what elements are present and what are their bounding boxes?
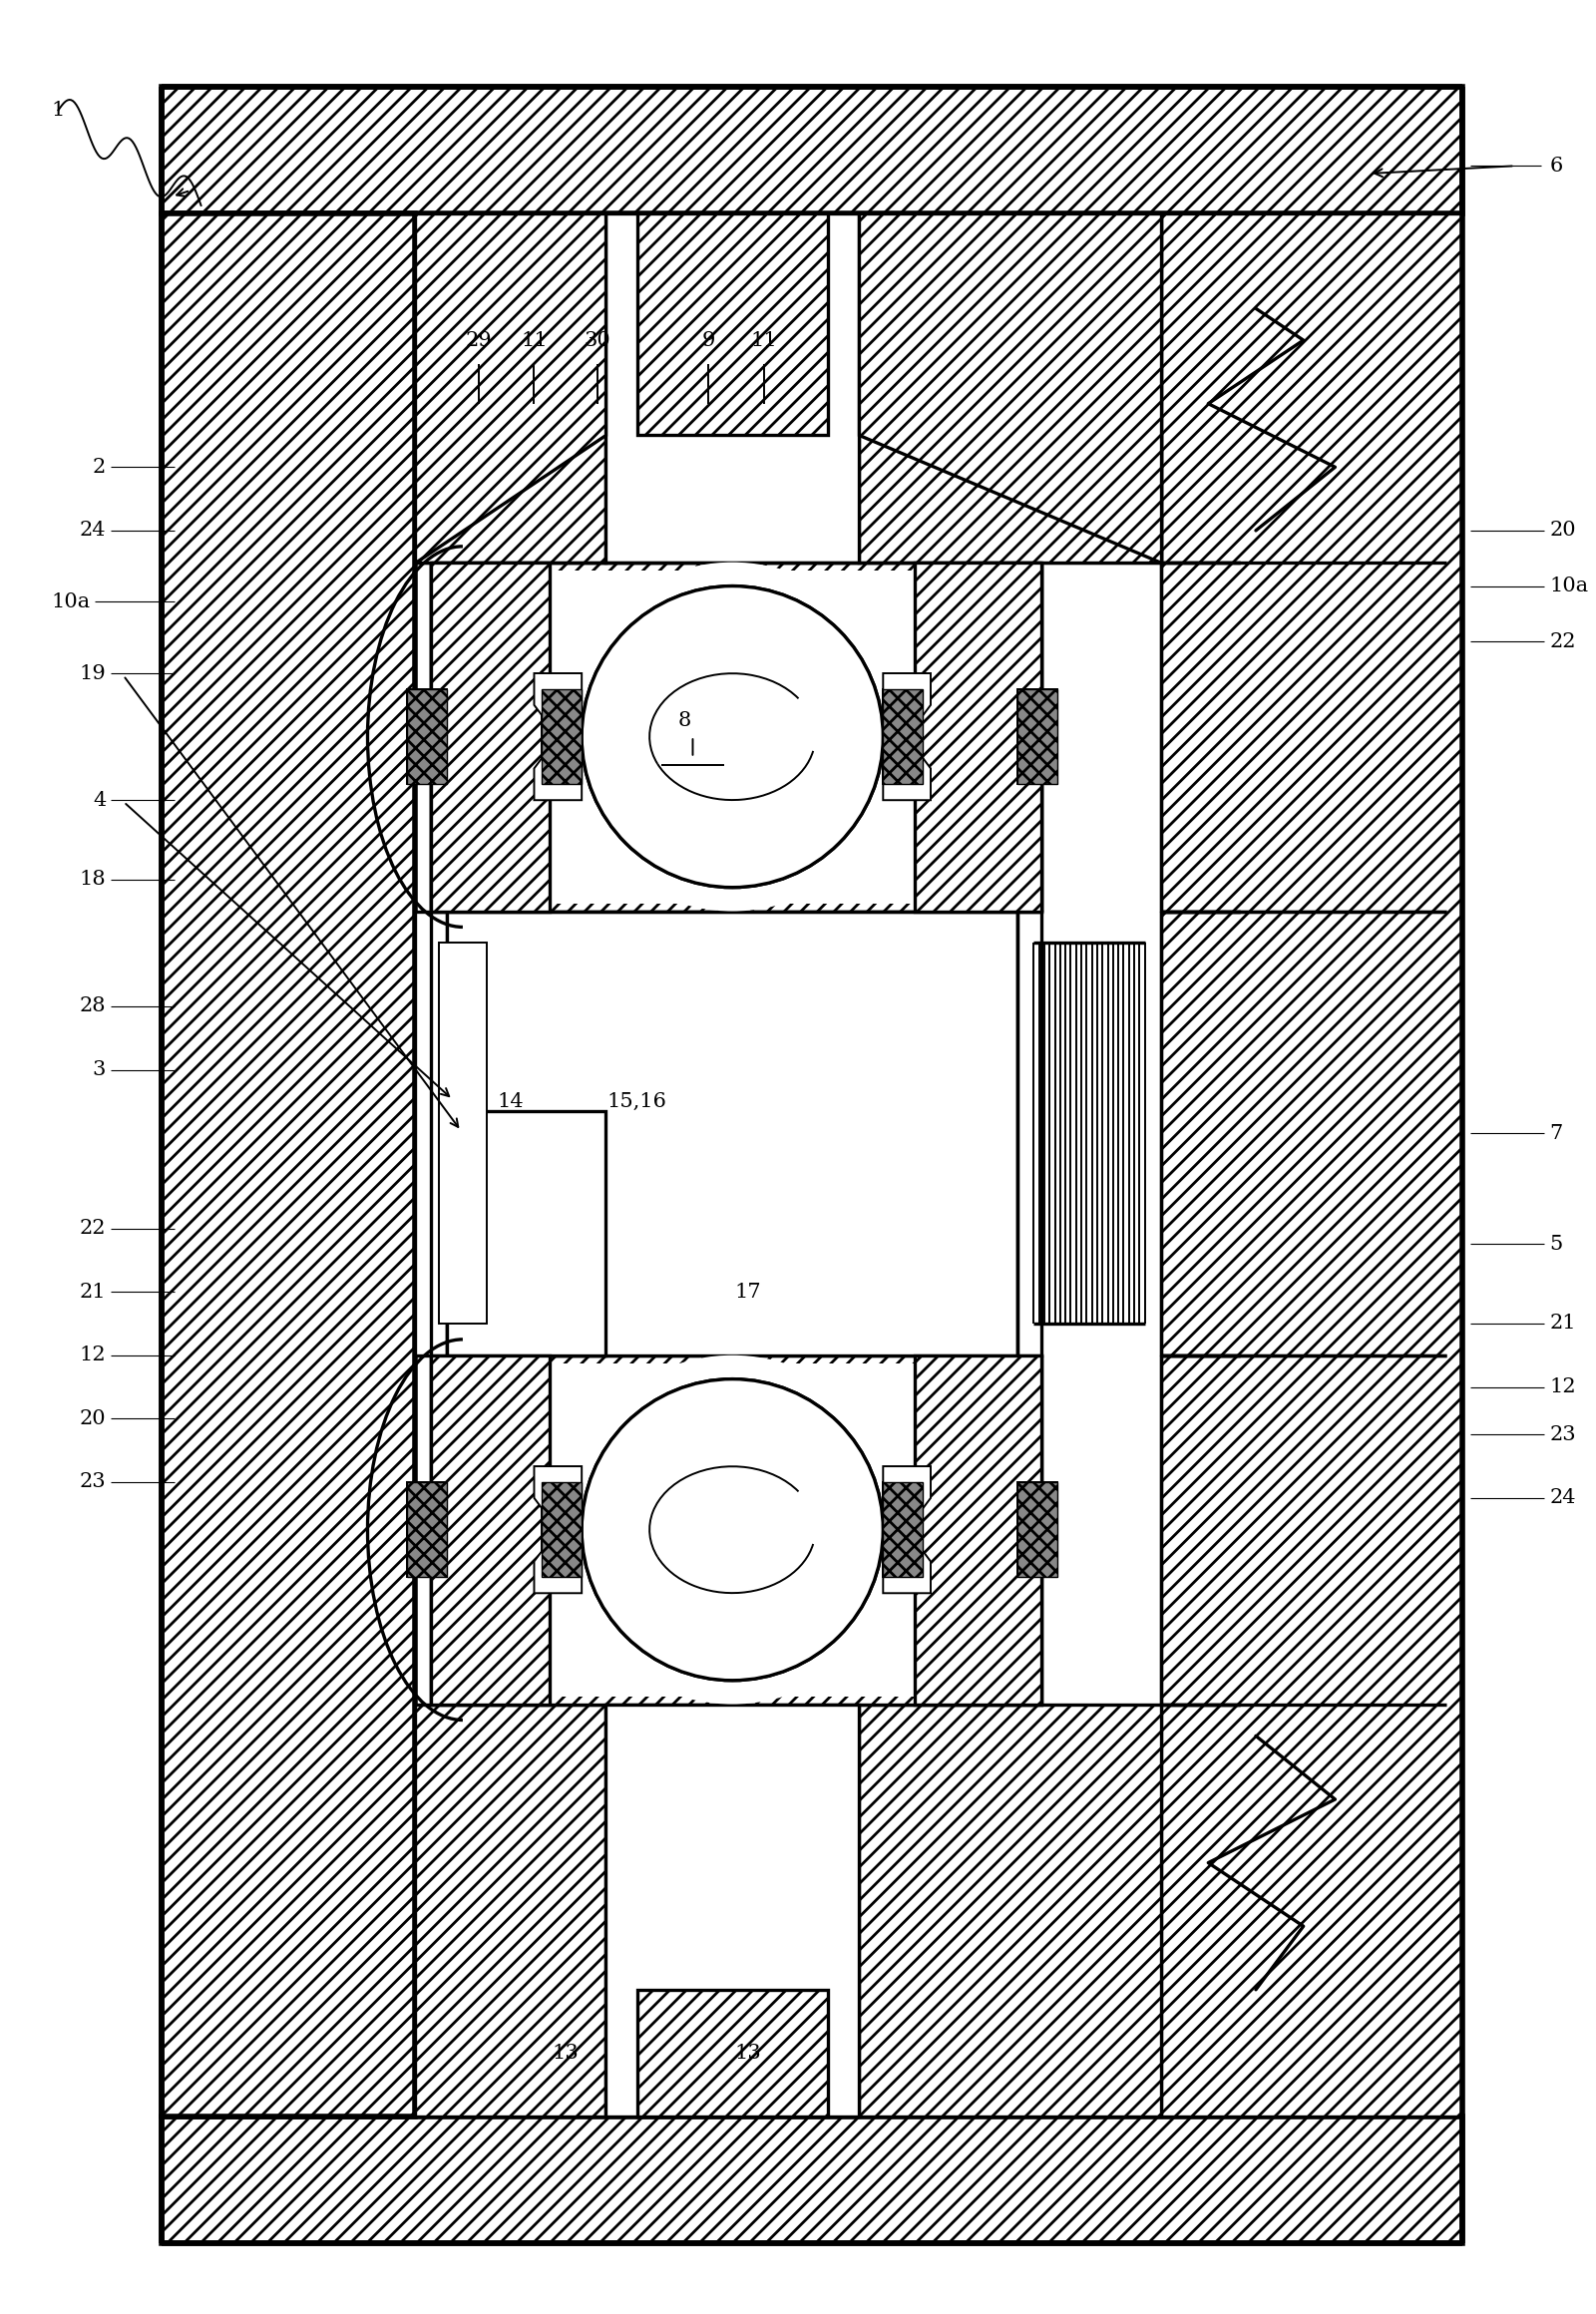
Circle shape xyxy=(581,1379,883,1680)
Text: 12: 12 xyxy=(1550,1377,1575,1395)
Polygon shape xyxy=(407,690,447,784)
Text: 7: 7 xyxy=(1550,1125,1562,1143)
Polygon shape xyxy=(915,562,1042,912)
Polygon shape xyxy=(415,435,605,562)
Text: 18: 18 xyxy=(80,870,105,889)
Polygon shape xyxy=(431,1356,1042,1703)
Polygon shape xyxy=(535,673,581,801)
Text: 10a: 10a xyxy=(51,592,89,611)
Text: 20: 20 xyxy=(1550,521,1575,539)
Polygon shape xyxy=(439,569,1034,902)
Polygon shape xyxy=(447,1111,605,1356)
Polygon shape xyxy=(637,213,828,435)
Polygon shape xyxy=(922,1372,1018,1689)
Circle shape xyxy=(559,562,907,912)
Text: 3: 3 xyxy=(93,1060,105,1078)
Polygon shape xyxy=(535,1467,581,1592)
Text: 29: 29 xyxy=(466,331,492,349)
Polygon shape xyxy=(883,690,922,784)
Polygon shape xyxy=(859,435,1160,562)
Text: 22: 22 xyxy=(80,1219,105,1238)
Text: 12: 12 xyxy=(80,1347,105,1365)
Polygon shape xyxy=(407,690,447,784)
Text: 17: 17 xyxy=(736,1282,761,1300)
Circle shape xyxy=(581,585,883,886)
Polygon shape xyxy=(605,213,859,562)
Text: 22: 22 xyxy=(1550,632,1575,650)
Polygon shape xyxy=(543,1483,581,1578)
Text: 20: 20 xyxy=(80,1409,105,1428)
Polygon shape xyxy=(1018,912,1042,1356)
Text: 6: 6 xyxy=(1550,157,1562,176)
Polygon shape xyxy=(161,2117,1462,2242)
Text: 30: 30 xyxy=(584,331,611,349)
Polygon shape xyxy=(1018,690,1058,784)
Polygon shape xyxy=(915,1356,1042,1703)
Polygon shape xyxy=(161,213,415,2117)
Polygon shape xyxy=(859,213,1160,562)
Polygon shape xyxy=(447,1372,543,1689)
Text: 1: 1 xyxy=(51,102,65,120)
Polygon shape xyxy=(447,578,543,896)
Polygon shape xyxy=(415,213,605,562)
Polygon shape xyxy=(415,213,605,562)
Polygon shape xyxy=(161,86,1462,2242)
Polygon shape xyxy=(431,562,551,912)
Text: 13: 13 xyxy=(734,2043,761,2062)
Text: 10a: 10a xyxy=(1550,576,1588,595)
Polygon shape xyxy=(1160,213,1462,2117)
Polygon shape xyxy=(439,1363,1034,1696)
Polygon shape xyxy=(543,1483,581,1578)
Polygon shape xyxy=(415,912,447,1356)
Polygon shape xyxy=(543,690,581,784)
Polygon shape xyxy=(605,1703,859,2117)
Polygon shape xyxy=(415,1703,605,2117)
Text: 19: 19 xyxy=(80,664,105,683)
Text: 13: 13 xyxy=(552,2043,579,2062)
Text: 11: 11 xyxy=(750,331,777,349)
Polygon shape xyxy=(883,1483,922,1578)
Polygon shape xyxy=(439,942,487,1324)
Circle shape xyxy=(559,1356,907,1703)
Text: 28: 28 xyxy=(80,997,105,1016)
Polygon shape xyxy=(447,912,1018,1356)
Polygon shape xyxy=(859,213,1160,562)
Text: 21: 21 xyxy=(80,1282,105,1300)
Polygon shape xyxy=(431,1356,551,1703)
Polygon shape xyxy=(161,86,1462,213)
Text: 8: 8 xyxy=(678,710,691,731)
Polygon shape xyxy=(922,578,1018,896)
Text: 11: 11 xyxy=(520,331,547,349)
Text: 14: 14 xyxy=(496,1092,523,1111)
Polygon shape xyxy=(1018,1483,1058,1578)
Text: 2: 2 xyxy=(93,458,105,477)
Polygon shape xyxy=(637,1990,828,2117)
Polygon shape xyxy=(883,673,930,801)
Polygon shape xyxy=(1018,1483,1058,1578)
Text: 9: 9 xyxy=(702,331,715,349)
Polygon shape xyxy=(859,1703,1160,2117)
Circle shape xyxy=(581,585,883,886)
Text: 23: 23 xyxy=(80,1472,105,1493)
Polygon shape xyxy=(407,1483,447,1578)
Text: 24: 24 xyxy=(80,521,105,539)
Text: 23: 23 xyxy=(1550,1425,1575,1444)
Polygon shape xyxy=(637,1990,828,2117)
Polygon shape xyxy=(883,1467,930,1592)
Polygon shape xyxy=(407,1483,447,1578)
Polygon shape xyxy=(637,213,828,435)
Polygon shape xyxy=(883,690,922,784)
Polygon shape xyxy=(431,562,1042,912)
Polygon shape xyxy=(543,690,581,784)
Polygon shape xyxy=(1018,690,1058,784)
Polygon shape xyxy=(883,1483,922,1578)
Text: 21: 21 xyxy=(1550,1314,1575,1333)
Text: 5: 5 xyxy=(1550,1236,1562,1254)
Text: 24: 24 xyxy=(1550,1488,1575,1506)
Circle shape xyxy=(581,1379,883,1680)
Text: 4: 4 xyxy=(93,791,105,810)
Text: 15,16: 15,16 xyxy=(608,1092,667,1111)
